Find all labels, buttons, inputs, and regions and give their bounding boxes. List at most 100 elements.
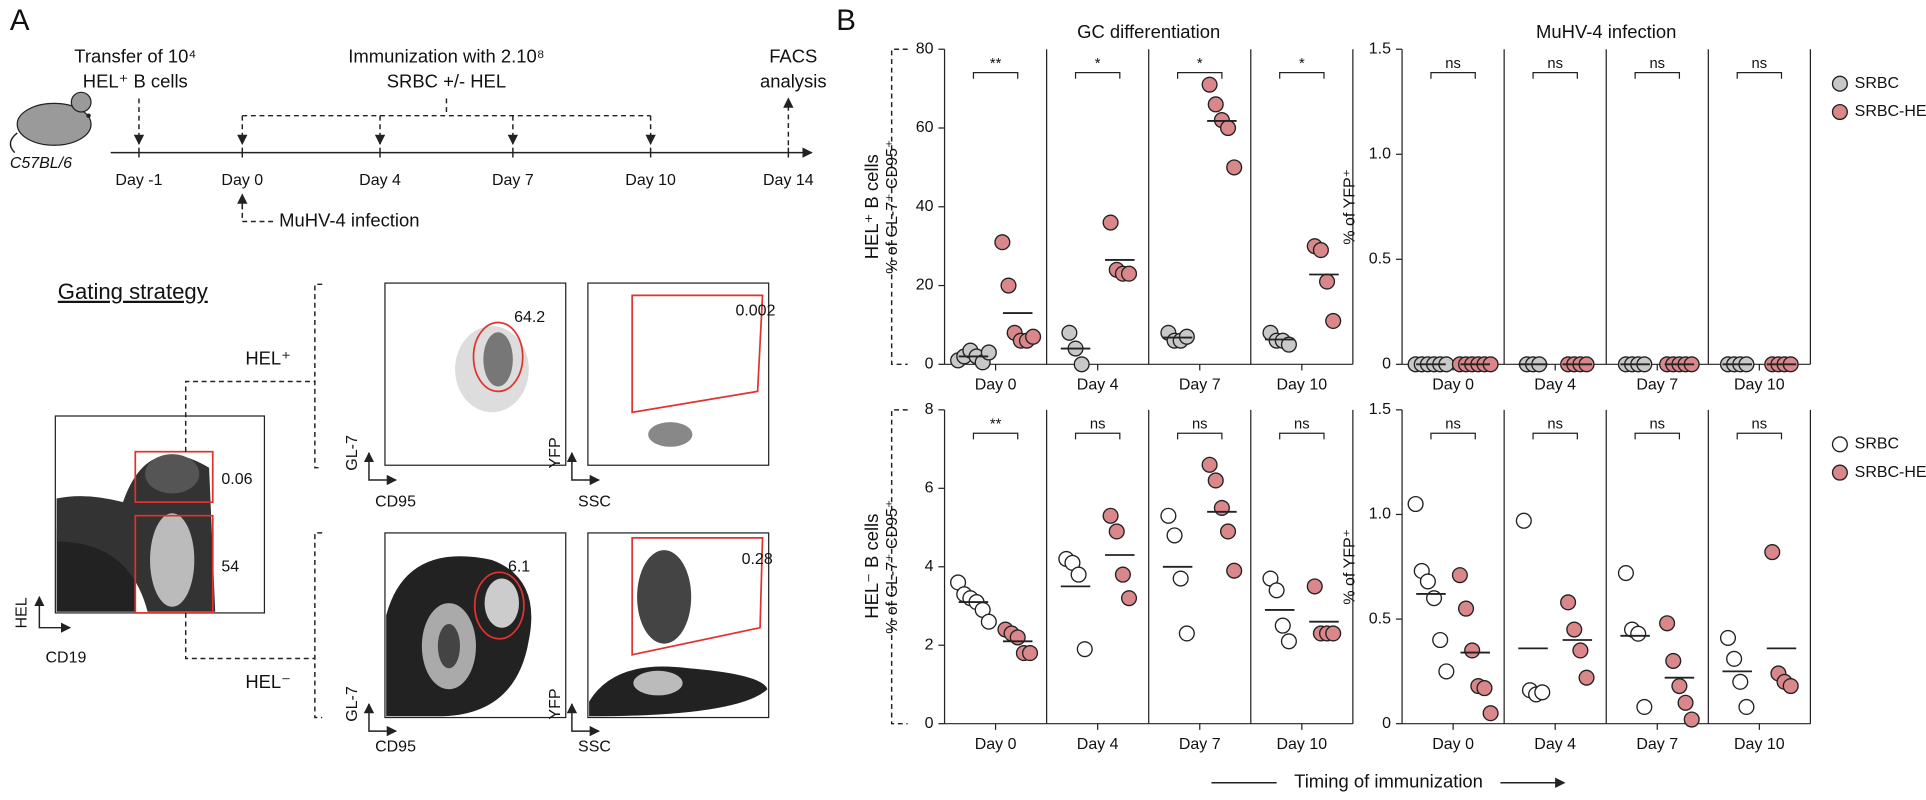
data-point xyxy=(1268,582,1285,599)
data-point xyxy=(1432,631,1449,649)
gate-value: 54 xyxy=(221,559,239,576)
day-label: Day 10 xyxy=(625,172,676,189)
gating-connectors xyxy=(184,283,323,719)
significance-bracket xyxy=(1279,432,1325,440)
mouse-strain: C57BL/6 xyxy=(10,155,72,172)
data-point xyxy=(1318,273,1336,290)
x-tick-label: Day 10 xyxy=(1277,736,1328,753)
data-point xyxy=(1166,527,1183,544)
event-text: Immunization with 2.10⁸ xyxy=(348,46,544,67)
data-point xyxy=(1683,711,1700,728)
data-point xyxy=(1114,566,1131,583)
data-point xyxy=(1451,567,1468,584)
legend-marker xyxy=(1831,75,1848,92)
y-axis-label: % of YFP⁺ xyxy=(1342,529,1359,605)
significance-label: ns xyxy=(1752,417,1768,433)
parent-plot xyxy=(34,415,266,633)
legend-marker xyxy=(1831,103,1848,121)
axis-label: GL-7 xyxy=(344,686,361,722)
axis-label: SSC xyxy=(578,493,611,510)
x-tick-label: Day 4 xyxy=(1534,736,1576,753)
population-label: HEL⁻ xyxy=(245,671,291,692)
data-point xyxy=(1102,507,1119,524)
significance-label: ns xyxy=(1752,56,1768,72)
y-tick-label: 6 xyxy=(925,480,934,497)
significance-bracket xyxy=(972,432,1019,440)
significance-bracket xyxy=(1634,432,1681,440)
row-bracket xyxy=(890,48,908,366)
data-point xyxy=(1566,621,1583,638)
legend-label: SRBC-HEL xyxy=(1855,464,1926,481)
data-point xyxy=(1425,590,1443,607)
significance-bracket xyxy=(1532,72,1578,79)
y-tick-label: 40 xyxy=(916,198,934,215)
data-point xyxy=(1160,507,1177,524)
gate-value: 6.1 xyxy=(508,559,530,576)
chart-title: MuHV-4 infection xyxy=(1536,21,1676,42)
significance-bracket xyxy=(1177,432,1223,440)
significance-bracket xyxy=(1532,432,1578,440)
chart-title: GC differentiation xyxy=(1077,21,1220,42)
data-point xyxy=(1213,499,1230,516)
significance-bracket xyxy=(1074,432,1121,440)
data-point xyxy=(1219,119,1237,137)
x-tick-label: Day 4 xyxy=(1077,736,1119,753)
row-label: HEL⁺ B cells xyxy=(861,154,882,259)
data-point xyxy=(1207,472,1224,489)
axis-label: CD95 xyxy=(375,493,416,510)
axis-label: CD95 xyxy=(375,738,416,755)
data-point xyxy=(1732,673,1749,690)
legend-label: SRBC xyxy=(1855,75,1899,92)
data-point xyxy=(1201,456,1218,473)
event-text: analysis xyxy=(760,70,827,91)
significance-bracket xyxy=(1430,72,1476,79)
significance-label: ns xyxy=(1294,417,1310,433)
mouse-icon xyxy=(9,91,92,154)
axis-label: YFP xyxy=(547,437,564,468)
significance-bracket xyxy=(1430,432,1476,440)
y-tick-label: 20 xyxy=(916,277,934,294)
data-point xyxy=(1482,705,1499,722)
data-point xyxy=(1560,594,1577,611)
timeline-ticks xyxy=(138,147,790,158)
y-tick-label: 8 xyxy=(925,401,934,418)
data-point xyxy=(1464,642,1481,659)
data-point xyxy=(1172,570,1189,587)
significance-bracket xyxy=(1736,432,1783,440)
data-point xyxy=(980,613,997,630)
data-point xyxy=(1070,566,1087,583)
y-tick-label: 60 xyxy=(916,119,934,136)
x-tick-label: Day 10 xyxy=(1734,376,1785,393)
significance-label: * xyxy=(1197,56,1203,72)
data-point xyxy=(1325,312,1342,330)
data-point xyxy=(1325,625,1342,642)
x-tick-label: Day 7 xyxy=(1636,736,1678,753)
data-point xyxy=(1738,698,1755,716)
y-tick-label: 80 xyxy=(916,40,934,57)
y-tick-label: 1.5 xyxy=(1369,40,1391,57)
data-point xyxy=(1312,242,1329,259)
data-point xyxy=(1719,629,1737,646)
significance-label: ** xyxy=(990,56,1002,72)
y-axis-label: % of YFP⁺ xyxy=(1342,169,1359,245)
y-tick-label: 0 xyxy=(1382,715,1391,732)
x-tick-label: Day 7 xyxy=(1179,376,1221,393)
data-point xyxy=(1630,625,1647,642)
significance-bracket xyxy=(972,72,1019,79)
x-tick-label: Day 7 xyxy=(1179,736,1221,753)
data-point xyxy=(1280,633,1297,650)
row-bracket xyxy=(890,409,908,725)
x-tick-label: Day 10 xyxy=(1734,736,1785,753)
y-axis-label: % of GL-7⁺ CD95⁺ xyxy=(884,500,901,634)
y-tick-label: 0 xyxy=(1382,356,1391,373)
axis-label: CD19 xyxy=(46,650,87,667)
population-label: HEL⁺ xyxy=(245,347,291,368)
data-point xyxy=(1764,544,1781,561)
y-axis-label: % of GL-7⁺ CD95⁺ xyxy=(884,140,901,274)
data-point xyxy=(1659,615,1676,632)
significance-label: ns xyxy=(1090,417,1106,433)
event-text: MuHV-4 infection xyxy=(279,209,419,230)
data-point xyxy=(1226,562,1243,579)
